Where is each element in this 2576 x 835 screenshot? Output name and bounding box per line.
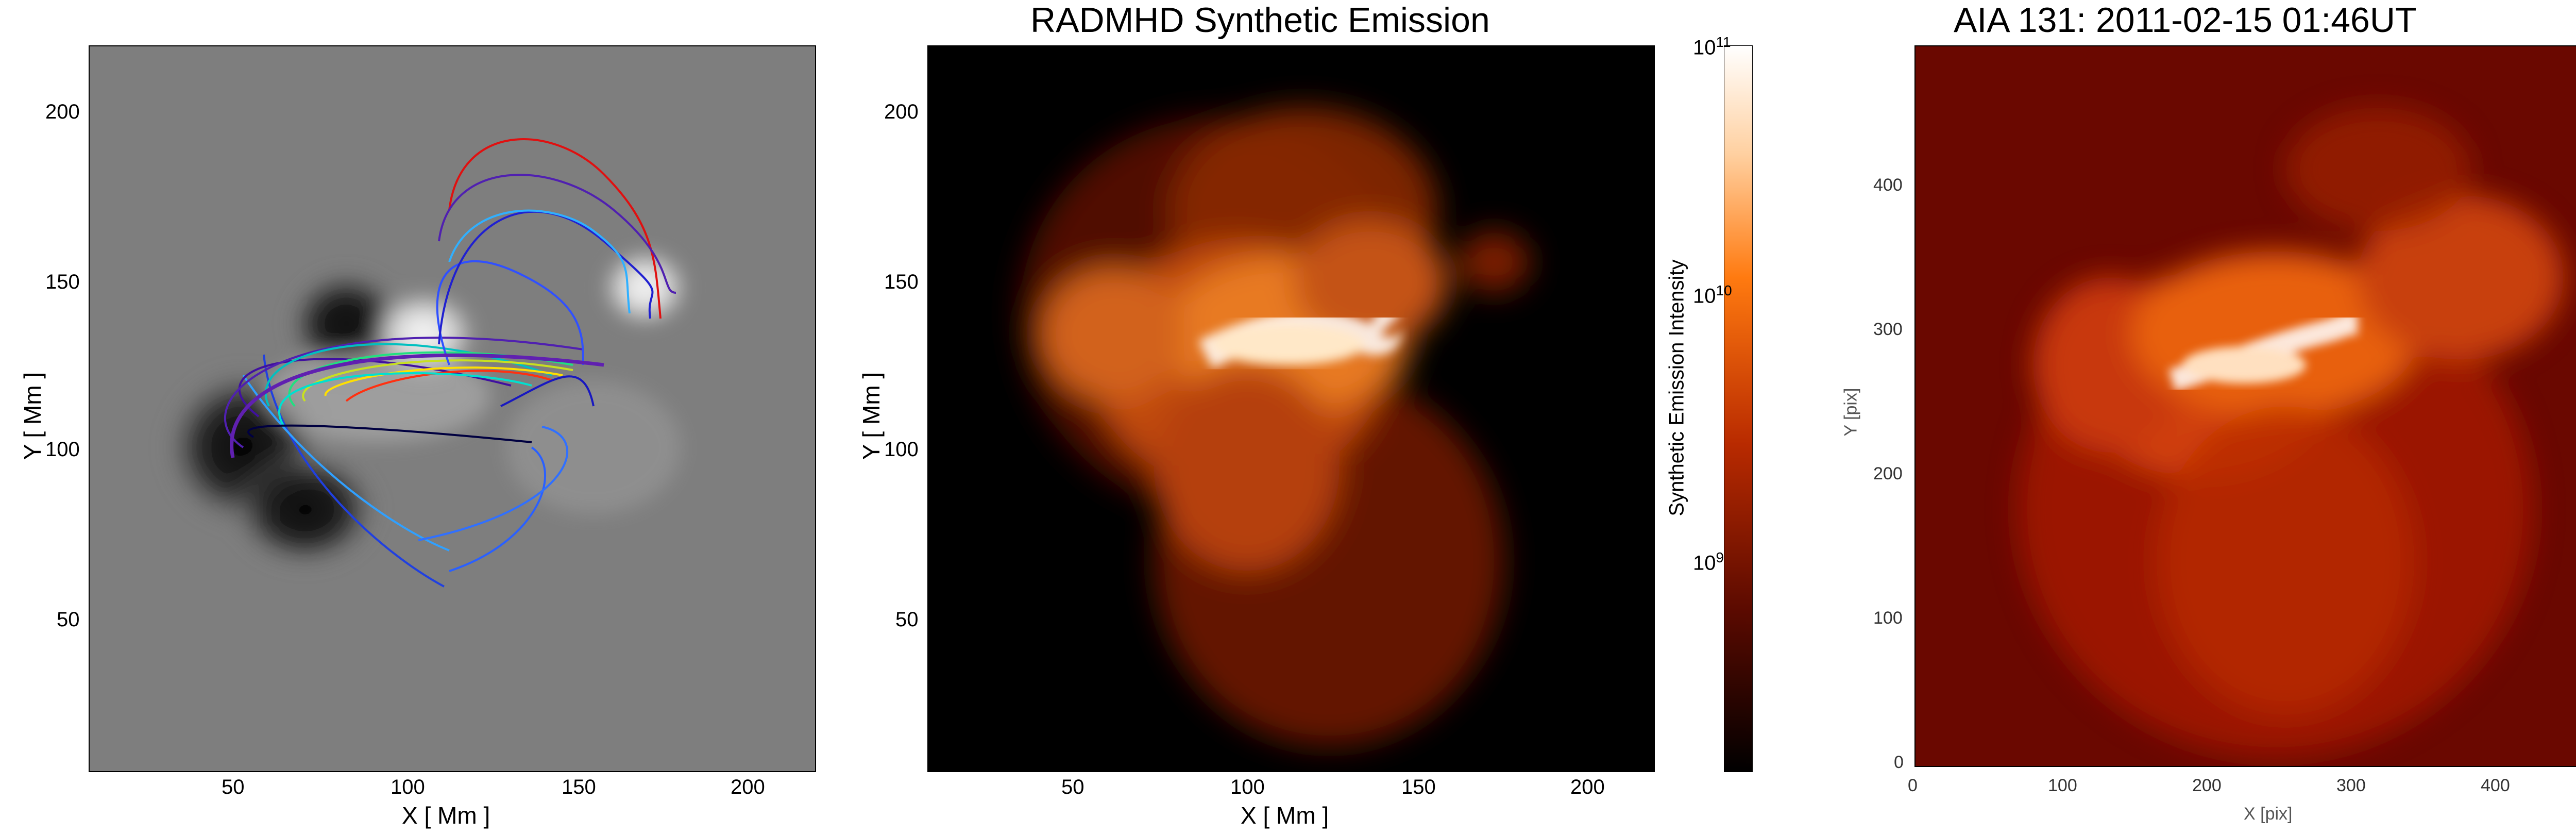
y-tick: 150 [45, 271, 80, 293]
x-tick: 200 [1570, 776, 1605, 798]
y-axis-label: Y [ Mm ] [858, 372, 885, 460]
colorbar-tick-exponent: 11 [1716, 34, 1731, 50]
y-tick: 100 [1873, 608, 1903, 628]
y-axis-label: Y [ Mm ] [19, 372, 46, 460]
y-tick: 400 [1873, 175, 1903, 195]
y-tick: 200 [1873, 464, 1903, 483]
magnetogram-plot [89, 45, 816, 772]
x-tick: 50 [222, 776, 245, 798]
y-tick: 200 [884, 101, 919, 123]
x-tick: 0 [1908, 776, 1918, 795]
y-axis-label: Y [pix] [1841, 388, 1861, 437]
y-tick: 150 [884, 271, 919, 293]
x-axis-label: X [ Mm ] [402, 802, 490, 829]
y-tick: 200 [45, 101, 80, 123]
y-tick: 50 [895, 608, 919, 631]
colorbar-tick-base: 10 [1693, 285, 1716, 308]
x-tick: 100 [2048, 776, 2077, 795]
y-tick: 100 [45, 438, 80, 461]
x-tick: 400 [2481, 776, 2510, 795]
x-axis-label: X [ Mm ] [1241, 802, 1329, 829]
x-tick: 200 [731, 776, 765, 798]
x-tick: 100 [391, 776, 425, 798]
colorbar-label: Synthetic Emission Intensity [1665, 259, 1688, 516]
y-tick: 0 [1894, 753, 1904, 772]
colorbar-tick-base: 10 [1693, 552, 1716, 575]
colorbar-tick: 109 [1693, 549, 1724, 575]
synthetic-emission-image [927, 45, 1655, 772]
colorbar-tick-base: 10 [1693, 36, 1716, 59]
x-tick: 50 [1061, 776, 1084, 798]
y-tick: 50 [57, 608, 80, 631]
x-tick: 150 [1401, 776, 1436, 798]
y-tick: 300 [1873, 320, 1903, 339]
colorbar-tick-exponent: 9 [1716, 549, 1724, 565]
x-tick: 200 [2192, 776, 2222, 795]
x-tick: 300 [2336, 776, 2366, 795]
x-axis-label: X [pix] [2244, 804, 2293, 824]
aia-131-image [1914, 45, 2576, 767]
colorbar-gradient [1724, 45, 1753, 772]
colorbar-tick: 1010 [1693, 282, 1732, 308]
colorbar-tick-exponent: 10 [1716, 282, 1732, 298]
colorbar-tick: 1011 [1693, 34, 1731, 59]
panel-title: AIA 131: 2011-02-15 01:46UT [1954, 1, 2417, 40]
x-tick: 150 [562, 776, 596, 798]
panel-title: RADMHD Synthetic Emission [1030, 1, 1490, 40]
x-tick: 100 [1230, 776, 1265, 798]
y-tick: 100 [884, 438, 919, 461]
